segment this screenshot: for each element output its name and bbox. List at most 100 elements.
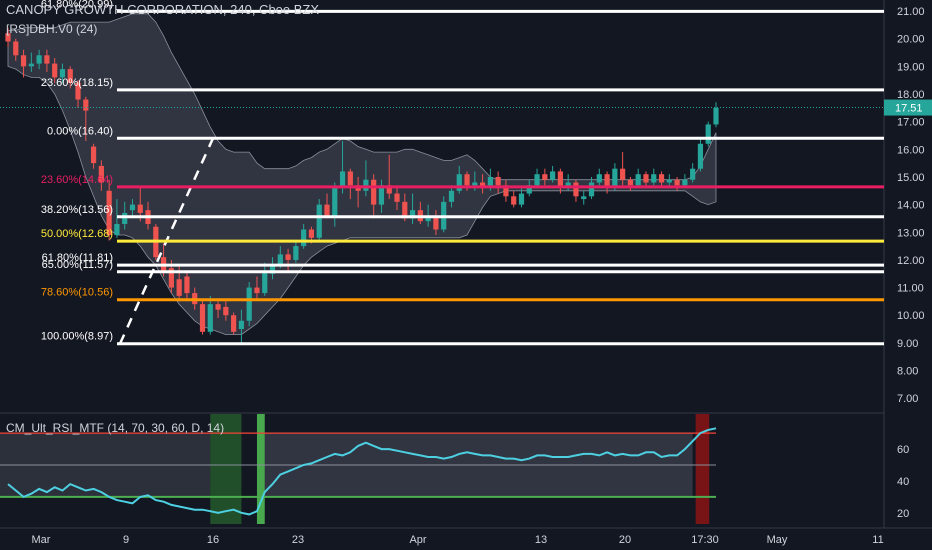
candle-body [658, 174, 665, 183]
candle-body [254, 287, 260, 294]
candle-body [67, 69, 73, 83]
candle-body [269, 265, 276, 274]
candle-body [371, 179, 377, 205]
candle-body [565, 182, 571, 189]
last-price-label: 17.51 [895, 103, 923, 115]
fib-level-label: 23.60%(14.64) [41, 174, 113, 186]
candle-body [674, 179, 680, 186]
candle-body [308, 229, 315, 238]
candle-body [176, 279, 182, 296]
candle-body [479, 182, 486, 189]
band-area [7, 13, 717, 335]
candle-body [207, 304, 213, 332]
candle-body [339, 171, 346, 189]
price-tick-label: 19.00 [897, 61, 925, 73]
candle-body [690, 168, 696, 180]
fib-level-label: 23.60%(18.15) [41, 77, 113, 89]
candle-body [612, 168, 618, 189]
time-tick-label: Apr [409, 534, 426, 546]
indicator-label-bands: [RS]DBH.V0 (24) [6, 22, 98, 36]
price-tick-label: 11.00 [897, 283, 924, 295]
price-tick-label: 14.00 [897, 200, 925, 212]
price-tick-label: 8.00 [897, 366, 918, 378]
candle-body [697, 143, 704, 169]
price-tick-label: 7.00 [897, 393, 918, 405]
candle-body [285, 254, 291, 260]
candle-body [581, 196, 587, 200]
candle-body [526, 185, 532, 194]
candle-body [472, 182, 478, 186]
candle-body [44, 55, 50, 64]
candle-body [246, 287, 252, 321]
candle-body [550, 171, 556, 180]
candle-body [635, 174, 641, 186]
candle-body [713, 107, 719, 125]
price-tick-label: 9.00 [897, 338, 918, 350]
candle-body [518, 193, 525, 205]
candle-body [28, 63, 34, 67]
candle-body [402, 201, 408, 219]
rsi-signal-green [256, 414, 265, 524]
candle-body [433, 215, 439, 230]
candle-body [316, 204, 322, 238]
candle-body [98, 165, 104, 183]
rsi-oversold-zone [210, 414, 242, 524]
candle-body [705, 124, 711, 144]
time-tick-label: 11 [872, 534, 883, 546]
candle-body [503, 185, 509, 197]
candle-body [588, 182, 595, 197]
candle-body [666, 179, 672, 183]
candle-body [137, 204, 143, 213]
candle-body [511, 196, 517, 205]
fib-level-label: 65.00%(11.57) [42, 259, 113, 271]
rsi-tick-label: 20 [897, 508, 909, 520]
candle-body [409, 210, 416, 219]
candle-body [129, 204, 136, 211]
chart-title: CANOPY GROWTH CORPORATION, 240, Cboe BZX [6, 2, 320, 17]
rsi-tick-label: 40 [897, 476, 909, 488]
price-tick-label: 13.00 [897, 227, 925, 239]
candle-body [215, 304, 221, 310]
candle-body [425, 215, 431, 222]
candle-body [277, 254, 283, 266]
time-tick-label: 13 [535, 534, 547, 546]
candle-body [557, 171, 563, 189]
candle-body [238, 320, 245, 330]
price-tick-label: 20.00 [897, 34, 925, 46]
candle-body [386, 185, 392, 194]
candle-body [620, 168, 626, 180]
candle-body [573, 182, 579, 197]
candle-body [378, 185, 385, 205]
candle-body [627, 179, 634, 186]
candle-body [651, 174, 657, 183]
candle-body [5, 33, 11, 42]
candle-body [52, 63, 58, 78]
fib-level-label: 61.80%(11.81) [42, 252, 113, 264]
candle-body [332, 188, 338, 216]
candle-body [363, 179, 369, 191]
time-tick-label: May [767, 534, 788, 546]
candle-body [487, 176, 493, 189]
candle-body [495, 176, 501, 186]
candle-body [223, 306, 229, 316]
candle-body [90, 146, 97, 164]
time-tick-label: Mar [32, 534, 51, 546]
candle-body [448, 190, 455, 202]
candle-body [347, 171, 353, 186]
fib-level-label: 38.20%(13.56) [41, 204, 113, 216]
time-tick-label: 16 [207, 534, 219, 546]
fib-level-label: 61.80%(20.99) [41, 0, 113, 10]
price-tick-label: 10.00 [897, 310, 925, 322]
candle-body [168, 268, 174, 288]
candle-body [59, 69, 66, 78]
candle-body [456, 174, 462, 191]
price-tick-label: 17.00 [897, 117, 925, 129]
price-tick-label: 12.00 [897, 255, 925, 267]
time-tick-label: 20 [619, 534, 631, 546]
price-tick-label: 15.00 [897, 172, 925, 184]
time-tick-label: 23 [292, 534, 304, 546]
candle-body [75, 82, 81, 100]
candle-body [293, 246, 299, 260]
candle-body [464, 174, 470, 186]
